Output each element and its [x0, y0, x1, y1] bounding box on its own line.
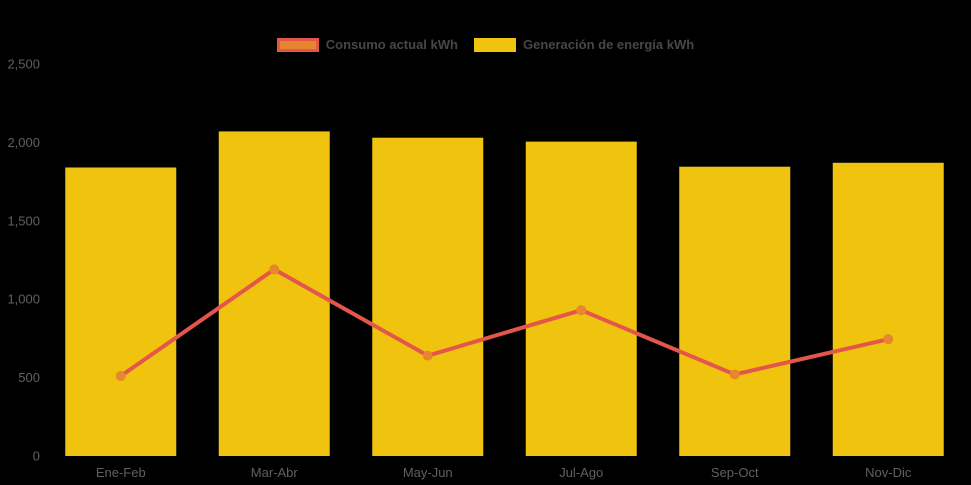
bar-jul-ago [525, 141, 637, 456]
chart-legend: Consumo actual kWh Generación de energía… [0, 38, 971, 52]
y-axis-tick-label: 1,500 [7, 213, 40, 228]
line-point-sep-oct [729, 369, 740, 380]
y-axis-tick-label: 0 [33, 449, 40, 464]
x-axis-label-nov-dic: Nov-Dic [865, 465, 912, 480]
legend-item-generacion-energia[interactable]: Generación de energía kWh [473, 37, 695, 52]
x-axis-label-sep-oct: Sep-Oct [711, 465, 759, 480]
y-axis-tick-label: 500 [18, 370, 40, 385]
legend-swatch-generacion-energia [473, 38, 516, 52]
legend-item-consumo-actual[interactable]: Consumo actual kWh [276, 37, 458, 52]
bar-sep-oct [679, 166, 791, 457]
bar-nov-dic [832, 162, 944, 456]
x-axis-label-jul-ago: Jul-Ago [559, 465, 603, 480]
x-axis-label-mar-abr: Mar-Abr [251, 465, 299, 480]
x-axis-label-may-jun: May-Jun [403, 465, 453, 480]
legend-swatch-consumo-actual [276, 38, 319, 52]
x-axis-label-ene-feb: Ene-Feb [96, 465, 146, 480]
legend-label-generacion-energia: Generación de energía kWh [522, 37, 695, 52]
y-axis-tick-label: 1,000 [7, 292, 40, 307]
line-point-may-jun [422, 350, 433, 361]
line-point-mar-abr [269, 264, 280, 275]
y-axis-tick-label: 2,000 [7, 135, 40, 150]
bar-may-jun [372, 137, 484, 457]
bar-ene-feb [65, 167, 177, 456]
y-axis-tick-label: 2,500 [7, 57, 40, 72]
bar-mar-abr [218, 131, 330, 456]
line-point-nov-dic [883, 334, 894, 345]
consumption-line [118, 267, 891, 379]
legend-label-consumo-actual: Consumo actual kWh [325, 37, 458, 52]
line-point-jul-ago [576, 305, 587, 316]
line-point-ene-feb [115, 371, 126, 382]
